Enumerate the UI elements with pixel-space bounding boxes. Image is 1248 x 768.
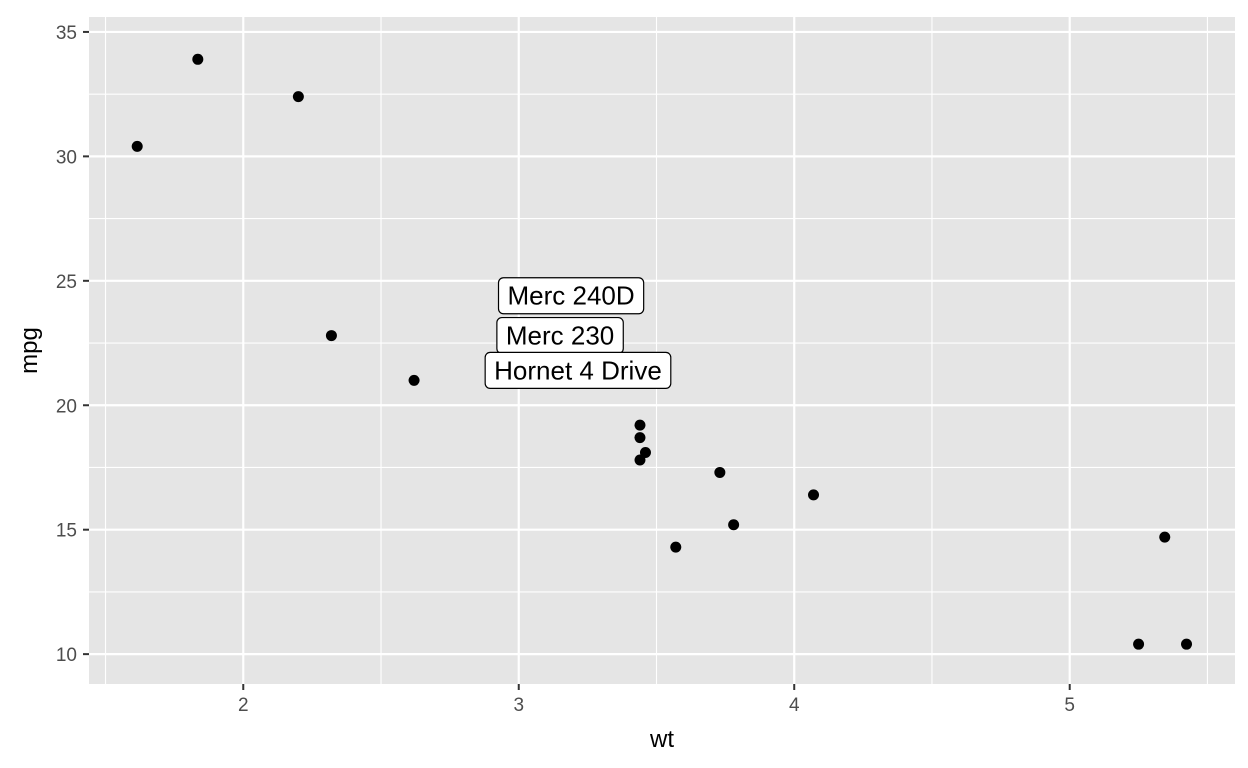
point-label-box	[497, 277, 645, 315]
data-point	[728, 519, 740, 531]
y-tick-label: 30	[56, 147, 77, 168]
data-point	[714, 466, 726, 478]
y-tick-label: 20	[56, 396, 77, 417]
point-label: Merc 230	[496, 316, 624, 355]
data-point	[1159, 531, 1171, 543]
x-tick-label: 4	[789, 695, 800, 716]
data-point	[634, 454, 646, 466]
data-point	[634, 419, 646, 431]
point-label-text: Merc 230	[506, 321, 614, 351]
data-point	[292, 91, 304, 103]
data-point	[670, 541, 682, 553]
point-label: Merc 240D	[497, 277, 645, 315]
x-tick-label: 2	[238, 695, 249, 716]
data-point	[408, 374, 420, 386]
data-point	[634, 432, 646, 444]
y-tick-label: 35	[56, 23, 77, 44]
data-point	[1181, 638, 1193, 650]
y-axis-title: mpg	[16, 327, 43, 374]
x-tick-label: 5	[1064, 695, 1075, 716]
data-point	[808, 489, 820, 501]
point-label-text: Merc 240D	[508, 281, 635, 311]
point-label-text: Hornet 4 Drive	[494, 355, 662, 385]
y-tick-label: 10	[56, 645, 77, 666]
point-label: Hornet 4 Drive	[484, 351, 672, 390]
point-label-box	[484, 351, 672, 390]
data-point	[1133, 638, 1145, 650]
data-point	[131, 140, 143, 152]
x-axis-title: wt	[649, 726, 674, 753]
y-tick-label: 15	[56, 521, 77, 542]
data-point	[325, 330, 337, 342]
plot-panel	[89, 17, 1235, 684]
x-tick-label: 3	[513, 695, 524, 716]
data-point	[192, 53, 204, 65]
y-tick-label: 25	[56, 272, 77, 293]
